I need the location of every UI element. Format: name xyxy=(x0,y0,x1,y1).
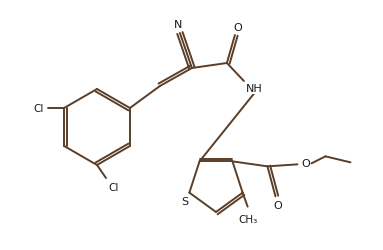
Text: S: S xyxy=(181,196,188,206)
Text: O: O xyxy=(234,23,242,33)
Text: Cl: Cl xyxy=(109,182,119,192)
Text: CH₃: CH₃ xyxy=(238,214,257,224)
Text: O: O xyxy=(301,159,310,169)
Text: O: O xyxy=(273,200,282,210)
Text: NH: NH xyxy=(246,84,262,94)
Text: Cl: Cl xyxy=(33,104,43,114)
Text: N: N xyxy=(174,20,182,30)
